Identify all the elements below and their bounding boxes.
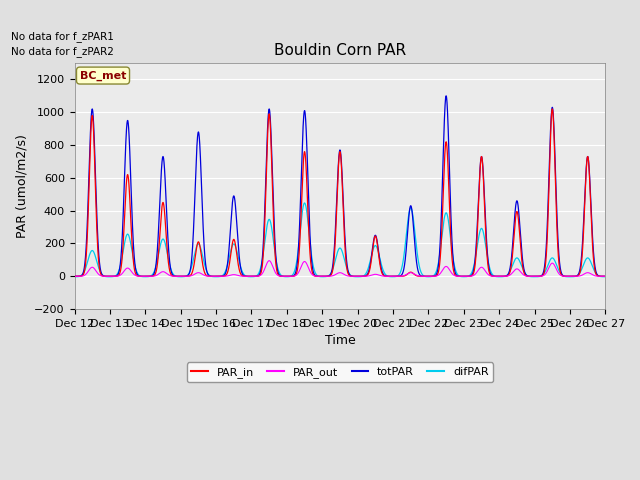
X-axis label: Time: Time — [324, 335, 355, 348]
Text: BC_met: BC_met — [80, 71, 126, 81]
Y-axis label: PAR (umol/m2/s): PAR (umol/m2/s) — [16, 134, 29, 238]
Text: No data for f_zPAR2: No data for f_zPAR2 — [11, 46, 114, 57]
Legend: PAR_in, PAR_out, totPAR, difPAR: PAR_in, PAR_out, totPAR, difPAR — [187, 362, 493, 382]
Text: No data for f_zPAR1: No data for f_zPAR1 — [11, 31, 114, 42]
Title: Bouldin Corn PAR: Bouldin Corn PAR — [274, 43, 406, 58]
